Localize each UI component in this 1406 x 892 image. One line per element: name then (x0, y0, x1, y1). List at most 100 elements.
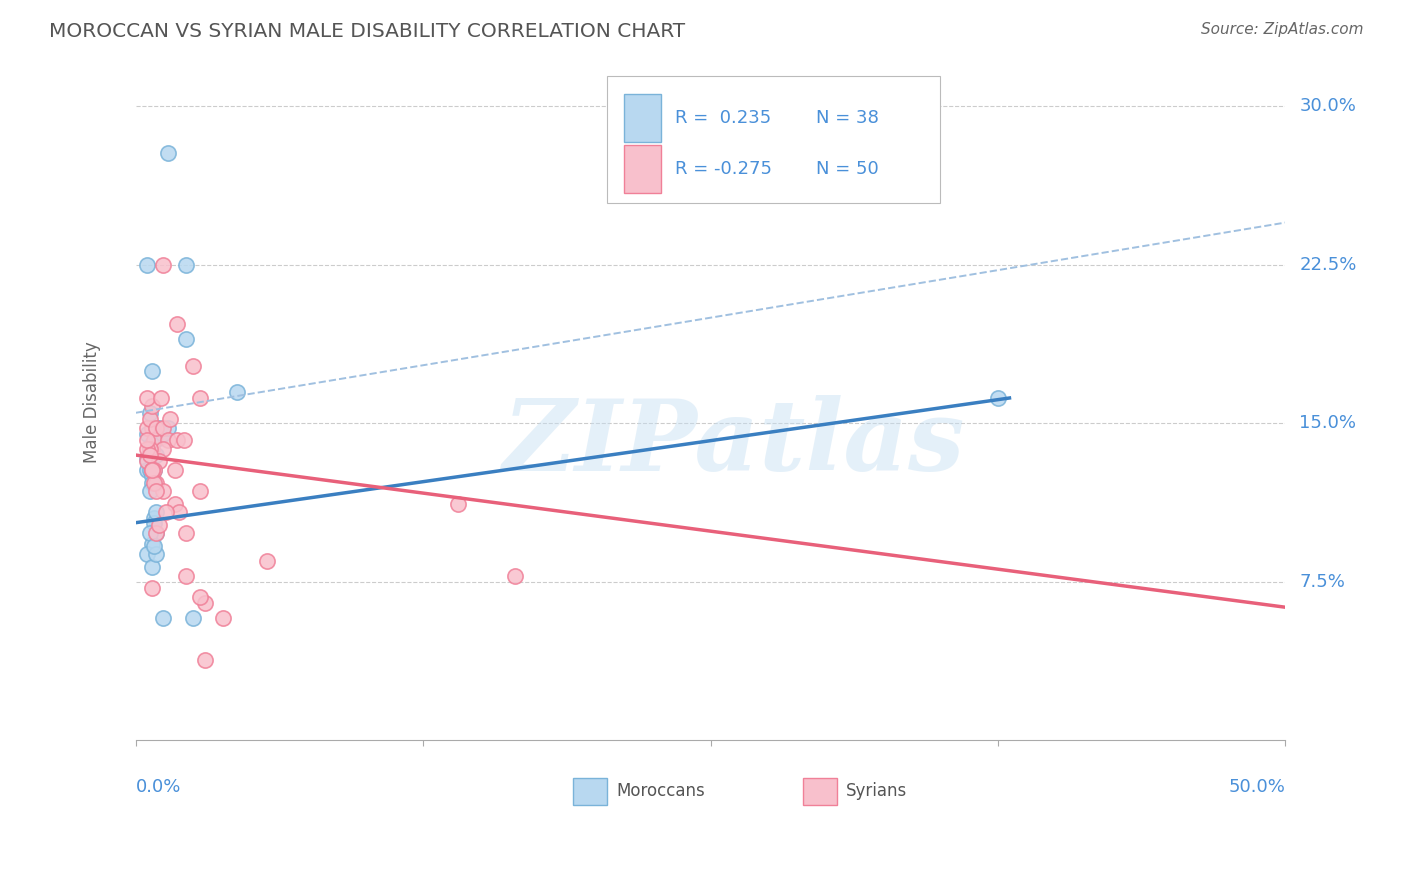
Point (141, 437, 163, 451)
Point (174, 258, 197, 272)
Text: Moroccans: Moroccans (616, 782, 704, 800)
Point (141, 442, 163, 456)
Point (136, 442, 159, 456)
Text: R = -0.275: R = -0.275 (675, 160, 772, 178)
Text: 30.0%: 30.0% (1299, 97, 1355, 115)
Point (136, 452, 159, 467)
Text: R =  0.235: R = 0.235 (675, 109, 770, 128)
Point (136, 434, 159, 448)
Point (156, 434, 179, 448)
Point (145, 431, 167, 445)
Point (143, 475, 166, 490)
Point (138, 463, 160, 477)
Point (138, 442, 160, 456)
Point (143, 434, 166, 448)
Point (141, 537, 163, 551)
Point (212, 611, 235, 625)
Point (141, 363, 163, 377)
Point (143, 511, 166, 525)
Point (141, 463, 163, 477)
Point (148, 431, 170, 445)
Point (141, 560, 163, 574)
Point (188, 590, 211, 604)
Point (188, 483, 211, 498)
Point (145, 548, 167, 562)
Point (143, 463, 166, 477)
Text: MOROCCAN VS SYRIAN MALE DISABILITY CORRELATION CHART: MOROCCAN VS SYRIAN MALE DISABILITY CORRE… (49, 22, 685, 41)
Point (163, 497, 186, 511)
Point (145, 526, 167, 541)
Point (143, 420, 166, 434)
Point (174, 568, 197, 582)
Point (174, 526, 197, 541)
Point (141, 469, 163, 483)
Point (256, 554, 278, 568)
Point (136, 454, 159, 468)
Point (152, 442, 174, 456)
Point (152, 258, 174, 272)
Point (143, 475, 166, 490)
Point (188, 391, 211, 405)
Point (145, 526, 167, 541)
Text: 0.0%: 0.0% (136, 778, 181, 796)
Point (163, 463, 186, 477)
Text: Source: ZipAtlas.com: Source: ZipAtlas.com (1201, 22, 1364, 37)
Point (152, 611, 174, 625)
Point (148, 517, 170, 532)
Text: Syrians: Syrians (846, 782, 907, 800)
Point (143, 463, 166, 477)
Point (446, 497, 468, 511)
Point (136, 463, 159, 477)
Point (194, 596, 217, 610)
Text: Male Disability: Male Disability (83, 342, 101, 463)
Point (145, 483, 167, 498)
Point (169, 505, 191, 519)
Point (148, 420, 170, 434)
Point (152, 420, 174, 434)
Point (156, 420, 179, 434)
Point (136, 426, 159, 441)
Point (141, 400, 163, 414)
Point (156, 145, 179, 160)
Point (138, 442, 160, 456)
Point (143, 516, 166, 530)
Point (181, 611, 204, 625)
FancyBboxPatch shape (607, 76, 941, 202)
Point (166, 434, 188, 448)
Point (181, 359, 204, 374)
Point (173, 434, 195, 448)
Point (194, 653, 217, 667)
FancyBboxPatch shape (624, 95, 661, 142)
Point (136, 258, 159, 272)
Point (159, 412, 181, 426)
Point (503, 568, 526, 582)
Point (145, 420, 167, 434)
Point (174, 332, 197, 346)
Point (987, 391, 1010, 405)
Point (141, 463, 163, 477)
Text: ZIPatlas: ZIPatlas (502, 394, 965, 491)
Point (225, 384, 247, 399)
Point (138, 526, 160, 541)
Text: N = 38: N = 38 (817, 109, 879, 128)
Point (155, 505, 177, 519)
Text: 22.5%: 22.5% (1299, 256, 1357, 274)
Point (152, 426, 174, 441)
Point (145, 448, 167, 462)
Point (152, 483, 174, 498)
FancyBboxPatch shape (624, 145, 661, 193)
Point (138, 412, 160, 426)
Point (138, 483, 160, 498)
Text: 7.5%: 7.5% (1299, 573, 1346, 591)
Text: 15.0%: 15.0% (1299, 415, 1357, 433)
Point (136, 391, 159, 405)
Point (136, 420, 159, 434)
Point (141, 420, 163, 434)
Point (141, 475, 163, 490)
Point (150, 391, 173, 405)
FancyBboxPatch shape (572, 778, 607, 805)
Point (145, 505, 167, 519)
Point (138, 406, 160, 420)
Point (141, 581, 163, 595)
Point (148, 454, 170, 468)
